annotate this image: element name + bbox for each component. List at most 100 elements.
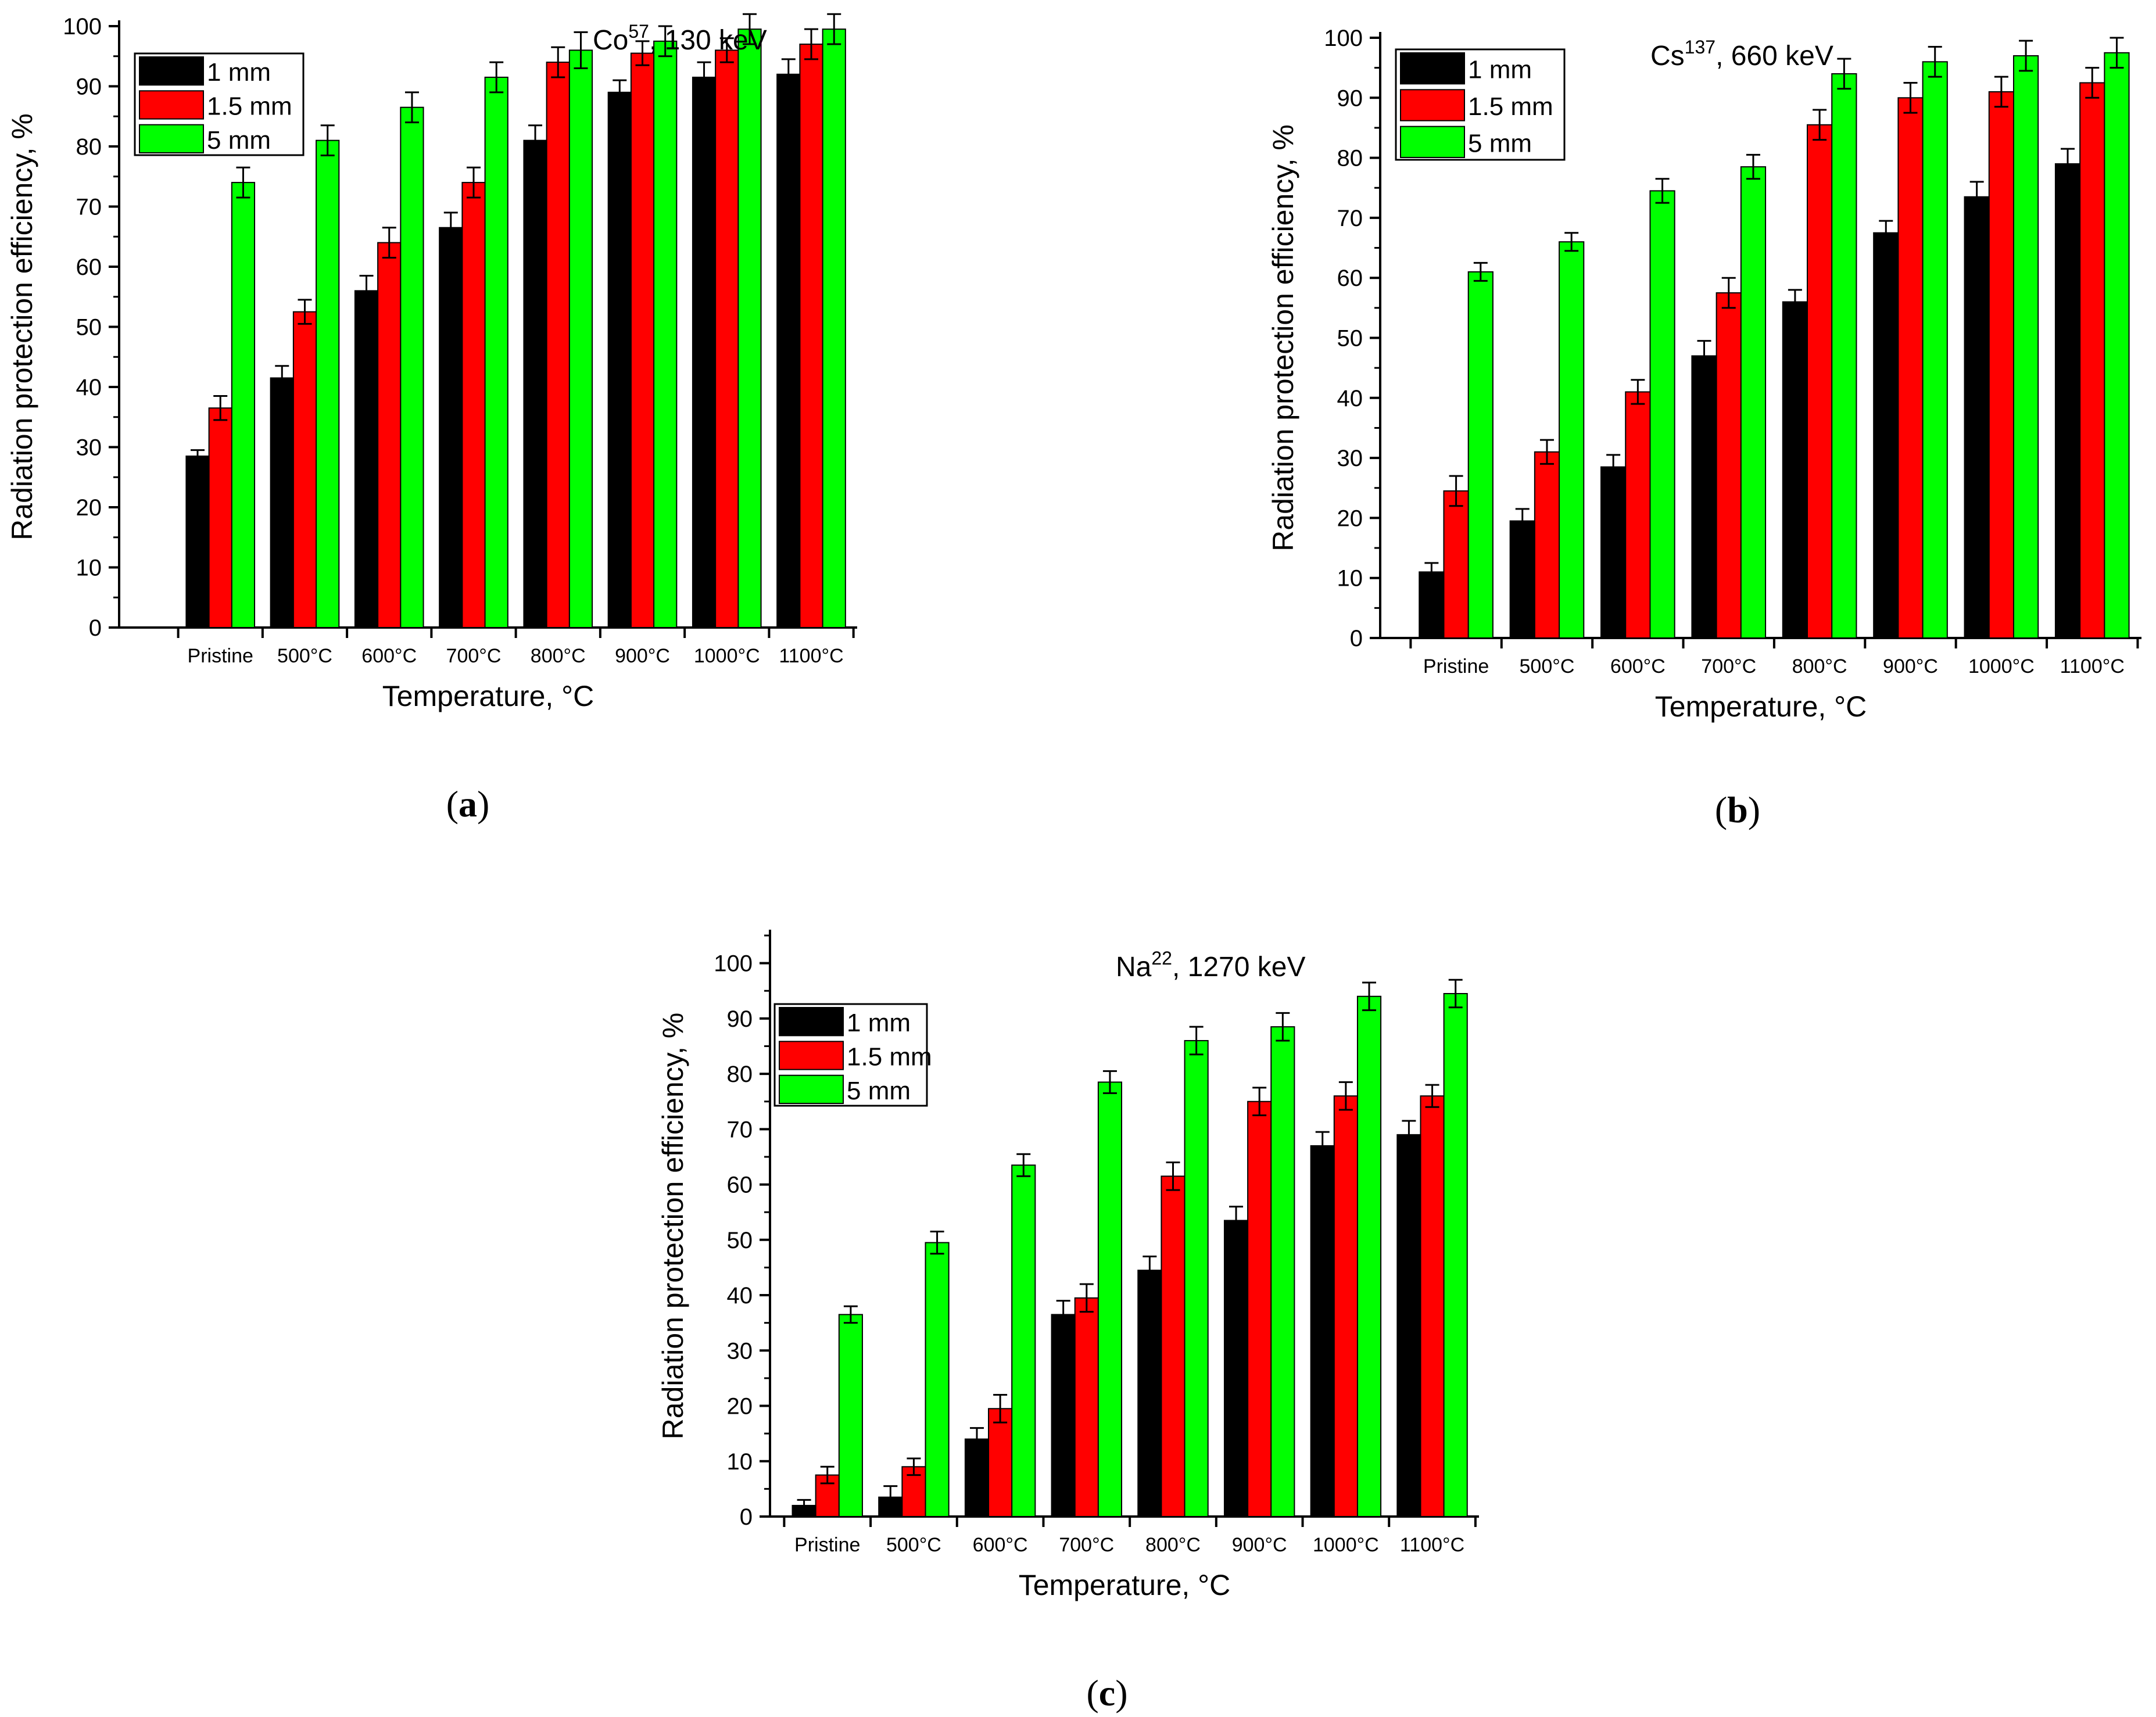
- bar: [1467, 271, 1494, 639]
- legend-label: 5 mm: [207, 126, 271, 155]
- x-tick-label: 1000°C: [694, 645, 760, 667]
- y-tick-label: 40: [1337, 386, 1363, 411]
- bar: [185, 456, 210, 629]
- bar: [270, 377, 294, 628]
- legend-swatch: [779, 1074, 844, 1104]
- legend-swatch: [779, 1007, 844, 1037]
- bar: [1097, 1081, 1123, 1517]
- title-superscript: 22: [1151, 948, 1172, 969]
- panel-letter: c: [1099, 1672, 1115, 1714]
- y-tick-label: 80: [1337, 146, 1363, 171]
- bar: [1649, 190, 1675, 639]
- title-rest: , 660 keV: [1716, 41, 1833, 71]
- bar: [1534, 451, 1560, 639]
- panel-label: (a): [446, 783, 490, 825]
- panel-label: (c): [1086, 1672, 1127, 1714]
- y-tick-label: 80: [76, 134, 102, 160]
- bar: [316, 139, 340, 628]
- title-rest: , 130 keV: [649, 25, 767, 56]
- y-tick-label: 90: [1337, 85, 1363, 111]
- chart-panel-b: 0 10 20 30 40 50 60 70 80 90 100 Pristine 500°C 600°C…: [1267, 26, 2141, 830]
- chart-title: Co57, 130 keV: [593, 21, 767, 56]
- y-tick-label: 70: [1337, 206, 1363, 231]
- bar: [1559, 241, 1585, 639]
- bar: [925, 1242, 950, 1518]
- bar: [1691, 355, 1717, 639]
- bar: [484, 76, 508, 629]
- bar: [523, 139, 547, 628]
- x-tick-label: 900°C: [1232, 1534, 1287, 1556]
- panel-paren: ): [477, 783, 489, 825]
- bar: [568, 49, 593, 628]
- x-tick-label: 900°C: [615, 645, 670, 667]
- bar: [1988, 91, 2014, 639]
- bar: [776, 73, 801, 629]
- x-tick-label: 800°C: [531, 645, 586, 667]
- bar: [1443, 993, 1468, 1517]
- bar: [1964, 196, 1990, 639]
- bar: [377, 242, 402, 629]
- x-tick-label: 1100°C: [2060, 655, 2125, 678]
- x-tick-label: 800°C: [1145, 1534, 1201, 1556]
- bar: [1600, 466, 1627, 639]
- bar: [1356, 995, 1382, 1518]
- bar: [1011, 1164, 1036, 1517]
- x-tick-label: 700°C: [446, 645, 502, 667]
- bar: [1831, 73, 1857, 639]
- bar: [208, 407, 232, 628]
- bar: [231, 182, 256, 629]
- x-tick-label: 1100°C: [779, 645, 843, 667]
- x-tick-label: 700°C: [1701, 655, 1756, 678]
- y-tick-label: 0: [1350, 626, 1363, 651]
- y-tick-label: 90: [727, 1006, 753, 1032]
- bar: [1873, 232, 1899, 639]
- legend-swatch: [139, 90, 204, 120]
- x-axis-label: Temperature, °C: [1019, 1569, 1231, 1601]
- y-tick-label: 60: [1337, 266, 1363, 291]
- title-rest: , 1270 keV: [1172, 952, 1306, 983]
- y-tick-label: 10: [727, 1449, 753, 1475]
- y-tick-label: 50: [727, 1228, 753, 1253]
- bar: [1074, 1297, 1099, 1518]
- x-axis-label: Temperature, °C: [382, 680, 594, 712]
- x-tick-label: 600°C: [1610, 655, 1666, 678]
- y-tick-label: 40: [76, 375, 102, 400]
- y-tick-label: 100: [1324, 26, 1363, 51]
- x-tick-label: 600°C: [973, 1534, 1028, 1556]
- bar: [292, 311, 317, 628]
- panel-paren: (: [1086, 1672, 1098, 1714]
- title-superscript: 137: [1685, 37, 1716, 58]
- bar: [1051, 1314, 1076, 1517]
- bar: [988, 1408, 1013, 1517]
- bar: [1184, 1039, 1209, 1517]
- legend-swatch: [139, 56, 204, 86]
- x-axis-label: Temperature, °C: [1655, 690, 1867, 723]
- y-tick-label: 20: [1337, 506, 1363, 531]
- panel-paren: ): [1115, 1672, 1127, 1714]
- y-tick-label: 80: [727, 1062, 753, 1087]
- bar: [546, 62, 570, 629]
- bar: [737, 28, 762, 628]
- bar: [461, 182, 486, 629]
- x-tick-label: 500°C: [277, 645, 332, 667]
- y-tick-label: 20: [76, 495, 102, 521]
- y-tick-label: 60: [727, 1173, 753, 1198]
- bar: [715, 49, 739, 628]
- x-tick-label: 1000°C: [1968, 655, 2035, 678]
- y-tick-label: 50: [1337, 326, 1363, 352]
- bar: [838, 1314, 863, 1517]
- legend-label: 1.5 mm: [847, 1043, 932, 1071]
- chart-panel-c: 0 10 20 30 40 50 60 70 80 90 100 Pristine 500°C 600°C…: [657, 930, 1479, 1714]
- legend-label: 5 mm: [847, 1077, 911, 1105]
- y-tick-label: 30: [727, 1338, 753, 1364]
- legend: 1 mm 1.5 mm 5 mm: [773, 1003, 932, 1107]
- legend-label: 5 mm: [1468, 129, 1532, 157]
- title-element: Co: [593, 25, 628, 56]
- y-tick-label: 100: [63, 14, 102, 40]
- legend: 1 mm 1.5 mm 5 mm: [134, 52, 305, 156]
- y-tick-label: 0: [89, 615, 102, 641]
- bar: [354, 290, 379, 628]
- title-element: Na: [1116, 952, 1152, 983]
- bar: [799, 44, 823, 629]
